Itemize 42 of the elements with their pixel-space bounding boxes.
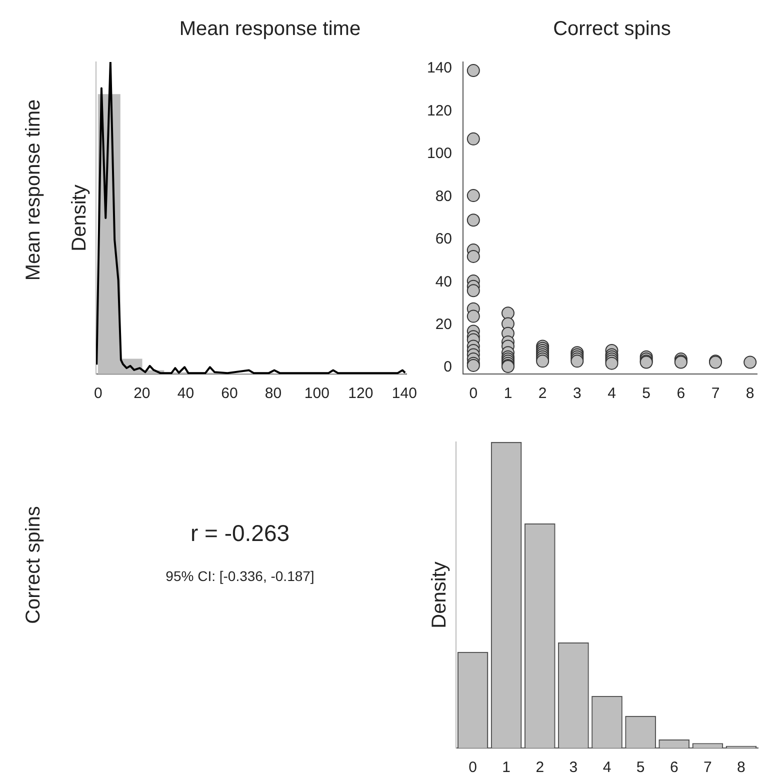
x-tick-label: 3: [572, 385, 582, 402]
chart-title: Correct spins: [552, 18, 672, 41]
x-tick-label: 5: [642, 385, 650, 402]
y-tick-label: 60: [435, 230, 452, 248]
x-tick-label: 60: [221, 385, 238, 402]
x-tick-label: 20: [134, 385, 150, 402]
text: r = -0.263: [189, 520, 291, 547]
chart-title: Mean response time: [178, 18, 362, 41]
y-tick-label: 40: [435, 273, 452, 290]
x-tick-label: 0: [469, 385, 478, 402]
x-tick-label: 2: [536, 759, 544, 776]
x-tick-label: 0: [468, 759, 477, 776]
x-tick-label: 140: [392, 385, 417, 402]
x-tick-label: 4: [602, 759, 612, 776]
x-tick-label: 100: [304, 385, 330, 402]
x-tick-label: 6: [670, 759, 678, 776]
text: Mean response time: [22, 99, 46, 281]
x-tick-label: 6: [676, 385, 686, 402]
y-tick-label: 0: [444, 358, 452, 376]
x-tick-label: 7: [703, 759, 712, 776]
x-tick-label: 5: [636, 759, 645, 776]
x-tick-label: 2: [538, 385, 547, 402]
x-tick-label: 40: [177, 385, 194, 402]
x-tick-label: 3: [569, 759, 578, 776]
x-tick-label: 1: [504, 385, 512, 402]
x-tick-label: 80: [264, 385, 282, 402]
text: Correct spins: [22, 506, 46, 624]
y-axis-title: Density: [428, 562, 451, 628]
y-tick-label: 140: [426, 60, 452, 77]
y-tick-label: 120: [426, 102, 452, 120]
x-tick-label: 120: [348, 385, 374, 402]
text: 95% CI: [-0.336, -0.187]: [164, 568, 316, 584]
x-tick-label: 1: [502, 759, 511, 776]
x-tick-label: 7: [711, 385, 720, 402]
y-tick-label: 100: [426, 145, 452, 162]
x-tick-label: 8: [737, 759, 746, 776]
y-axis-title: Density: [68, 184, 91, 252]
x-tick-label: 4: [608, 385, 616, 402]
y-tick-label: 20: [435, 316, 452, 333]
y-tick-label: 80: [435, 188, 452, 205]
x-tick-label: 0: [94, 385, 102, 402]
x-tick-label: 8: [746, 385, 754, 402]
